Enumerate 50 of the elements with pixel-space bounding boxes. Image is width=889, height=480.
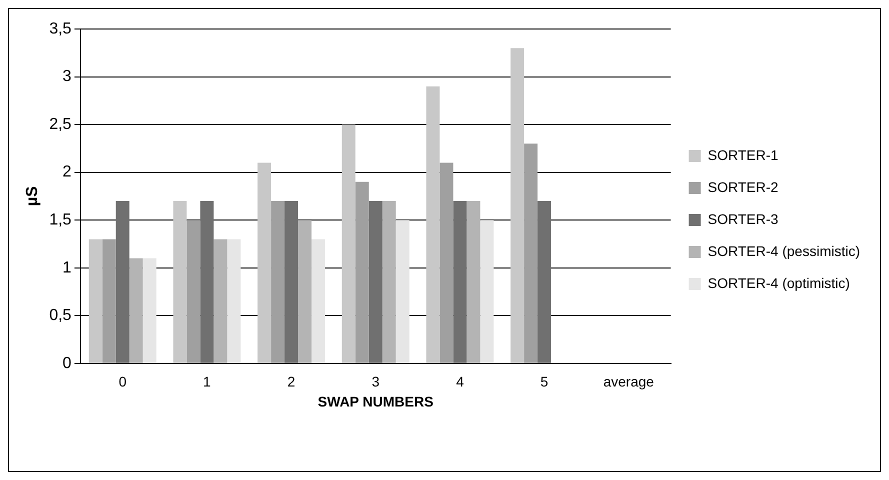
legend-label: SORTER-1 <box>708 146 779 163</box>
bar <box>298 220 312 363</box>
bar <box>510 48 524 363</box>
bar <box>271 200 285 363</box>
bar <box>129 258 143 363</box>
x-axis-title: SWAP NUMBERS <box>318 393 434 410</box>
x-tick-label: 2 <box>287 374 296 390</box>
x-tick-label: 5 <box>540 374 548 390</box>
bar <box>440 162 454 363</box>
bar <box>466 200 480 363</box>
bar <box>214 239 228 363</box>
y-tick-label: 2,5 <box>49 116 72 133</box>
bar <box>312 239 326 363</box>
x-tick-label: 1 <box>203 374 212 390</box>
bar <box>173 200 187 363</box>
bar <box>88 239 102 363</box>
bar <box>200 200 214 363</box>
bar <box>355 182 369 363</box>
bar <box>227 239 241 363</box>
y-tick-label: 3 <box>62 68 72 86</box>
legend-label: SORTER-4 (pessimistic) <box>708 242 860 259</box>
bar <box>116 200 130 363</box>
bar <box>480 220 494 363</box>
bar <box>102 239 116 363</box>
legend-label: SORTER-3 <box>708 210 779 227</box>
y-tick-label: 3,5 <box>49 20 72 38</box>
bar <box>396 220 410 363</box>
bar <box>524 144 538 363</box>
x-tick-label: average <box>603 374 654 390</box>
bar <box>426 86 440 363</box>
legend-label: SORTER-4 (optimistic) <box>708 274 850 291</box>
bar <box>284 200 298 363</box>
y-tick-label: 1,5 <box>49 211 72 228</box>
bar <box>258 162 272 363</box>
bar <box>453 200 467 363</box>
y-axis-title: µS <box>24 186 42 206</box>
bar <box>538 200 552 363</box>
bar <box>186 220 200 363</box>
y-tick-label: 0,5 <box>49 307 72 324</box>
y-tick-label: 2 <box>62 164 72 181</box>
bar <box>142 258 156 363</box>
bar <box>342 124 356 363</box>
y-tick-label: 1 <box>62 259 72 276</box>
x-tick-label: 0 <box>118 374 127 390</box>
bar <box>382 200 396 363</box>
x-tick-label: 4 <box>456 374 464 390</box>
y-tick-label: 0 <box>62 354 72 372</box>
legend-label: SORTER-2 <box>708 178 779 195</box>
bar <box>368 200 382 363</box>
x-tick-label: 3 <box>372 374 380 390</box>
